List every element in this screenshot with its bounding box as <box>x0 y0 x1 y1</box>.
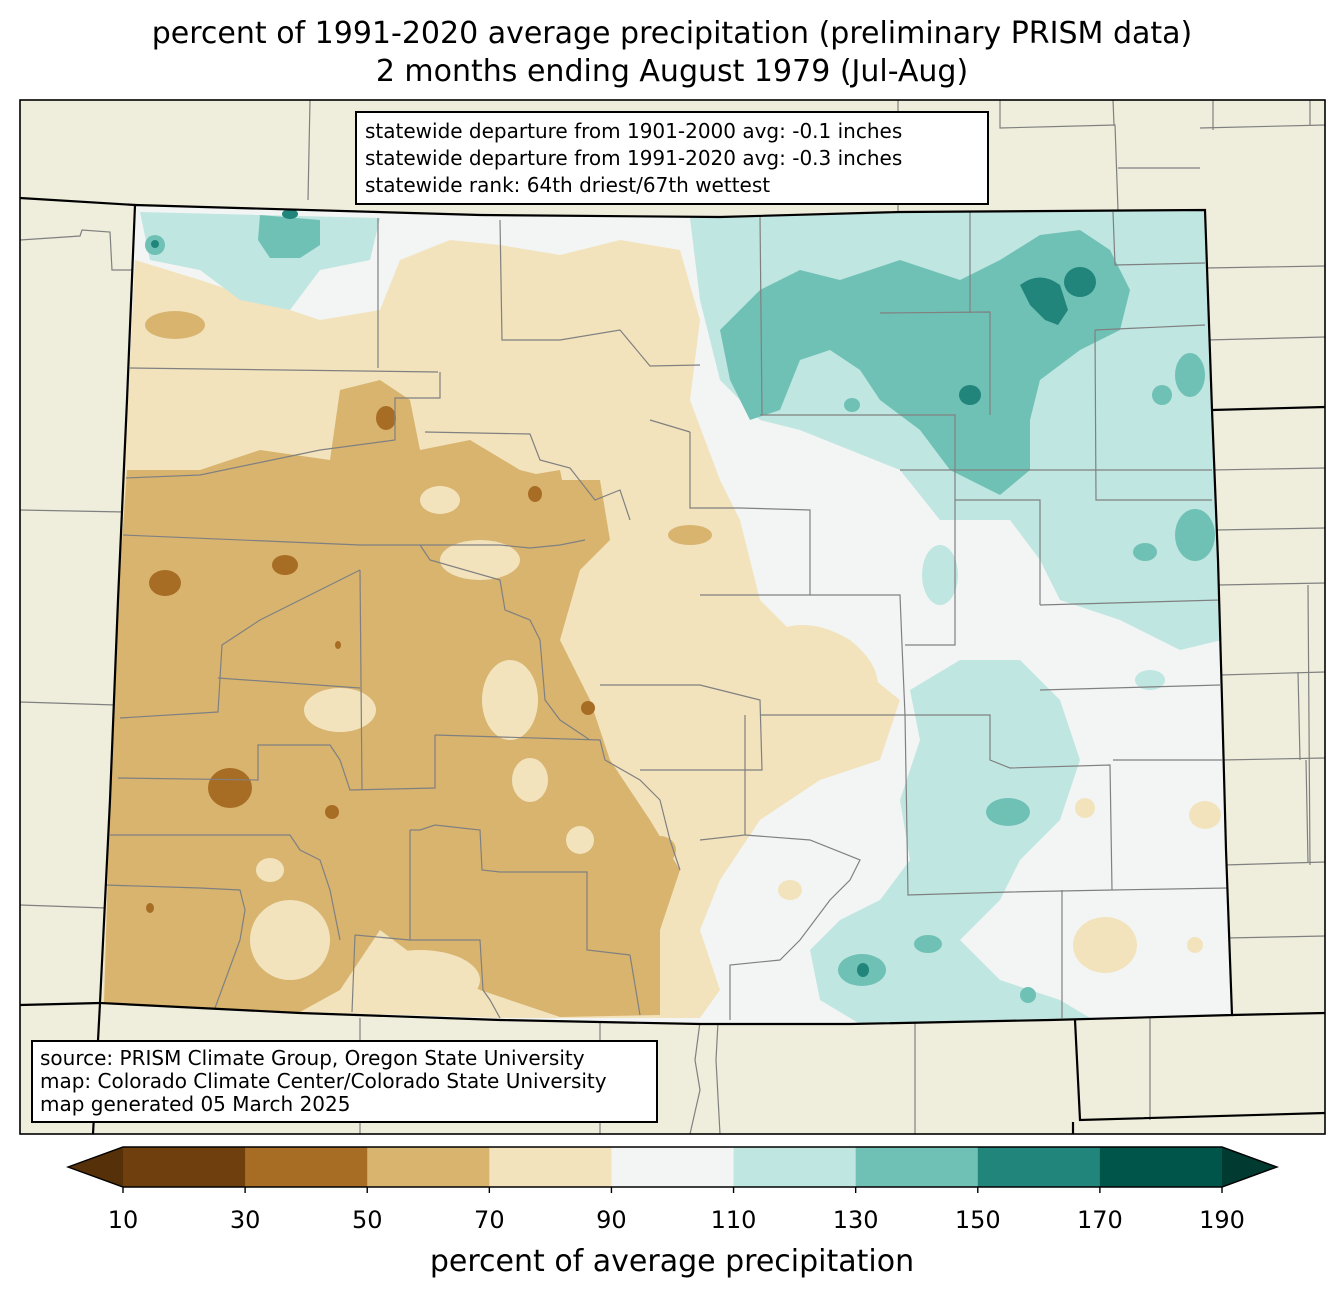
stats-departure-1991-2020: statewide departure from 1991-2020 avg: … <box>365 146 903 170</box>
statewide-stats-box: statewide departure from 1901-2000 avg: … <box>355 111 989 205</box>
colorbar-tick-label: 150 <box>954 1206 1001 1234</box>
colorbar-bin-130-150 <box>855 1147 979 1187</box>
colorbar-over-arrow <box>1222 1147 1277 1187</box>
precip-30-50 <box>146 406 595 913</box>
colorbar-bin-10-30 <box>123 1147 246 1187</box>
colorado-county-lines <box>104 211 1229 1020</box>
neighbor-county-lines <box>19 99 1326 1135</box>
map-frame-border <box>19 99 1326 1135</box>
colorbar-bin-170-190 <box>1099 1147 1223 1187</box>
colorbar-bin-70-90 <box>489 1147 612 1187</box>
source-line: source: PRISM Climate Group, Oregon Stat… <box>40 1046 585 1070</box>
colorbar-tick-label: 90 <box>596 1206 627 1234</box>
precip-70-90-inner <box>250 486 594 1010</box>
precip-50-70 <box>104 311 712 1017</box>
colorbar <box>65 1146 1280 1193</box>
colorbar-bin-110-130 <box>733 1147 857 1187</box>
colorbar-bin-150-170 <box>977 1147 1101 1187</box>
source-credits-box: source: PRISM Climate Group, Oregon Stat… <box>31 1040 658 1123</box>
generated-date-line: map generated 05 March 2025 <box>40 1092 351 1116</box>
colorbar-tick-label: 170 <box>1076 1206 1123 1234</box>
colorbar-bin-30-50 <box>245 1147 368 1187</box>
map-title-line-2: 2 months ending August 1979 (Jul-Aug) <box>375 54 969 89</box>
stats-departure-1901-2000: statewide departure from 1901-2000 avg: … <box>365 119 903 143</box>
colorbar-tick-label: 190 <box>1199 1206 1245 1234</box>
map-title-line-1: percent of 1991-2020 average precipitati… <box>151 16 1193 51</box>
precip-150-170 <box>151 209 1096 977</box>
colorbar-tick-label: 130 <box>832 1206 879 1234</box>
map-credit-line: map: Colorado Climate Center/Colorado St… <box>40 1069 607 1093</box>
colorbar-bin-90-110 <box>611 1147 735 1187</box>
colorbar-tick-label: 30 <box>229 1206 261 1234</box>
state-borders <box>19 196 1326 1135</box>
colorbar-tick-label: 50 <box>351 1206 383 1234</box>
stats-rank: statewide rank: 64th driest/67th wettest <box>365 173 771 197</box>
colorbar-tick-label: 10 <box>107 1206 139 1234</box>
colorbar-bin-50-70 <box>367 1147 490 1187</box>
colorbar-tick-label: 110 <box>710 1206 757 1234</box>
colorbar-tick-label: 70 <box>474 1206 505 1234</box>
colorbar-label: percent of average precipitation <box>429 1244 915 1279</box>
colorbar-under-arrow <box>68 1147 123 1187</box>
